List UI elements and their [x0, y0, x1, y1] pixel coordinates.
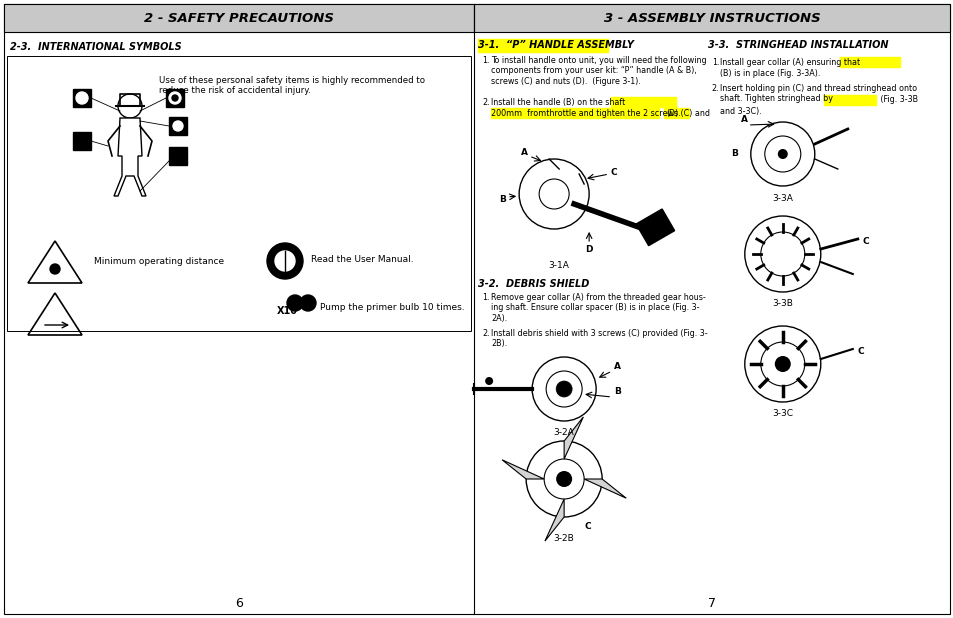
Polygon shape — [544, 499, 563, 541]
Text: A: A — [740, 115, 747, 124]
Text: 2.: 2. — [481, 329, 489, 338]
Text: C: C — [857, 347, 863, 356]
Circle shape — [556, 381, 572, 397]
Text: To install handle onto unit, you will need the following
components from your us: To install handle onto unit, you will ne… — [491, 56, 706, 86]
Text: 1.: 1. — [481, 56, 489, 65]
Bar — [611, 97, 676, 107]
Text: !: ! — [52, 246, 57, 256]
Bar — [474, 4, 949, 32]
Bar — [491, 108, 659, 118]
Text: 6: 6 — [234, 598, 243, 611]
Text: 3-3.  STRINGHEAD INSTALLATION: 3-3. STRINGHEAD INSTALLATION — [707, 40, 887, 50]
Text: B: B — [614, 387, 620, 396]
Text: 3 - ASSEMBLY INSTRUCTIONS: 3 - ASSEMBLY INSTRUCTIONS — [603, 12, 820, 25]
Polygon shape — [113, 118, 146, 196]
Text: 3-3A: 3-3A — [772, 193, 792, 203]
Bar — [7, 56, 471, 331]
Circle shape — [274, 251, 294, 271]
Bar — [169, 147, 187, 165]
Bar — [73, 132, 91, 150]
Text: B: B — [498, 195, 505, 203]
Text: 3-1A: 3-1A — [548, 261, 569, 271]
Bar — [839, 57, 899, 67]
Text: A: A — [614, 362, 620, 371]
Circle shape — [287, 295, 303, 311]
Bar — [663, 108, 688, 118]
Text: 1.: 1. — [481, 293, 489, 302]
Bar — [4, 4, 474, 32]
Text: 2 - SAFETY PRECAUTIONS: 2 - SAFETY PRECAUTIONS — [144, 12, 334, 25]
Text: D: D — [585, 245, 592, 253]
Circle shape — [267, 243, 303, 279]
Circle shape — [172, 121, 183, 131]
Text: (B) is in place (Fig. 3-3A).: (B) is in place (Fig. 3-3A). — [720, 69, 820, 78]
Text: 3-2.  DEBRIS SHIELD: 3-2. DEBRIS SHIELD — [477, 279, 589, 289]
Text: 1.: 1. — [711, 58, 719, 67]
Circle shape — [172, 95, 178, 101]
Bar — [166, 89, 184, 107]
Text: X10: X10 — [276, 306, 297, 316]
Bar — [823, 95, 875, 105]
Text: and 3-3C).: and 3-3C). — [720, 107, 760, 116]
Bar — [169, 117, 187, 135]
Text: 3-2A: 3-2A — [553, 428, 574, 438]
Text: 2-3.  INTERNATIONAL SYMBOLS: 2-3. INTERNATIONAL SYMBOLS — [10, 42, 181, 52]
Text: 3-3B: 3-3B — [772, 300, 792, 308]
Text: Install gear collar (A) ensuring that: Install gear collar (A) ensuring that — [720, 58, 859, 67]
Text: Minimum operating distance: Minimum operating distance — [94, 256, 224, 266]
Text: 200mm  fromthrottle and tighten the 2 screws (C) and: 200mm fromthrottle and tighten the 2 scr… — [491, 109, 709, 118]
Text: Remove gear collar (A) from the threaded gear hous-
ing shaft. Ensure collar spa: Remove gear collar (A) from the threaded… — [491, 293, 705, 323]
Bar — [636, 209, 674, 245]
Text: C: C — [583, 522, 590, 531]
Text: Install the handle (B) on the shaft: Install the handle (B) on the shaft — [491, 98, 625, 107]
Polygon shape — [583, 479, 625, 498]
Text: 2.: 2. — [481, 98, 489, 107]
Bar — [477, 39, 607, 52]
Text: C: C — [862, 237, 868, 246]
Text: 2.: 2. — [711, 84, 719, 93]
Circle shape — [485, 377, 493, 385]
Circle shape — [777, 149, 787, 159]
Polygon shape — [501, 460, 543, 479]
Text: 3-2B: 3-2B — [553, 535, 574, 543]
Text: Install debris shield with 3 screws (C) provided (Fig. 3-
2B).: Install debris shield with 3 screws (C) … — [491, 329, 707, 349]
Circle shape — [118, 94, 142, 118]
Text: 7: 7 — [707, 598, 716, 611]
Text: C: C — [610, 167, 617, 177]
Text: B: B — [730, 149, 737, 158]
Text: (Fig. 3-3B: (Fig. 3-3B — [877, 95, 917, 104]
Polygon shape — [563, 417, 582, 459]
Text: 3-1.  “P” HANDLE ASSEMBLY: 3-1. “P” HANDLE ASSEMBLY — [477, 40, 634, 50]
Text: (D).: (D). — [665, 109, 680, 118]
Circle shape — [50, 264, 60, 274]
Text: 3-3C: 3-3C — [772, 410, 793, 418]
Circle shape — [169, 92, 181, 104]
Circle shape — [774, 356, 790, 372]
Circle shape — [556, 471, 572, 487]
Text: Insert holding pin (C) and thread stringhead onto
shaft. Tighten stringhead by: Insert holding pin (C) and thread string… — [720, 84, 916, 103]
Text: Read the User Manual.: Read the User Manual. — [311, 255, 414, 265]
Circle shape — [76, 92, 88, 104]
Bar — [73, 89, 91, 107]
Circle shape — [299, 295, 315, 311]
Text: A: A — [520, 148, 527, 156]
Text: Use of these personal safety items is highly recommended to
reduce the risk of a: Use of these personal safety items is hi… — [159, 76, 424, 95]
Text: Pump the primer bulb 10 times.: Pump the primer bulb 10 times. — [319, 302, 464, 311]
